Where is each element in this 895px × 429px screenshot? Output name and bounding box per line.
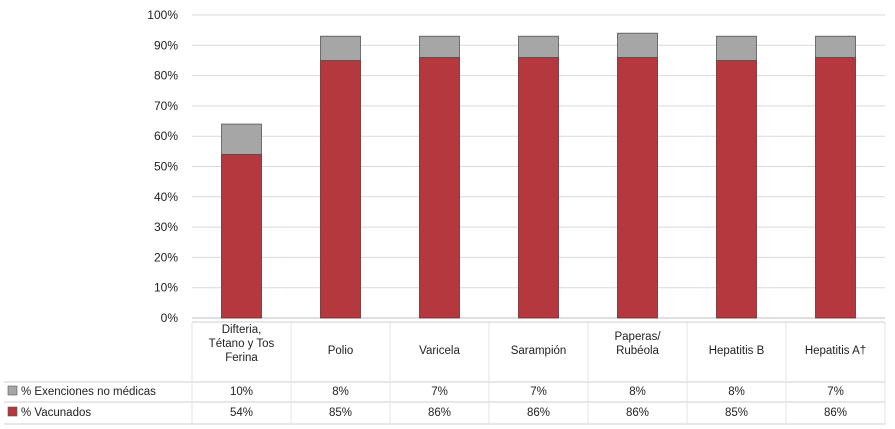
- legend-vacunados-label: % Vacunados: [21, 407, 91, 419]
- table-cell-exenciones: 7%: [530, 386, 547, 398]
- bar-vacunados: [320, 60, 361, 319]
- table-cell-vacunados: 86%: [527, 407, 550, 419]
- table-cell-exenciones: 7%: [827, 386, 844, 398]
- category-label: Paperas/Rubéola: [614, 331, 661, 357]
- table-cell-exenciones: 8%: [629, 386, 646, 398]
- bar-vacunados: [518, 57, 559, 319]
- y-tick-label: 90%: [154, 38, 178, 52]
- category-label: Hepatitis B: [709, 345, 765, 357]
- table-cell-vacunados: 85%: [725, 407, 748, 419]
- y-axis-ticks: 0% 10% 20% 30% 40% 50% 60% 70% 80% 90% 100%: [147, 8, 178, 325]
- bar-exenciones: [320, 35, 361, 61]
- bar-exenciones: [221, 123, 262, 155]
- y-tick-label: 100%: [147, 8, 178, 22]
- legend-exenciones-swatch: [7, 385, 18, 396]
- y-tick-label: 20%: [154, 250, 178, 264]
- data-table: 10% 54% 8% 85% 7% 86% 7% 86% 8% 86% 8% 85% 7% 86% % Ex…: [4, 321, 886, 425]
- y-tick-label: 40%: [154, 190, 178, 204]
- category-label: Varicela: [419, 345, 460, 357]
- bar-exenciones: [419, 35, 460, 58]
- table-cell-vacunados: 86%: [824, 407, 847, 419]
- legend-exenciones-label: % Exenciones no médicas: [21, 386, 156, 398]
- y-tick-label: 0%: [161, 311, 179, 325]
- table-cell-exenciones: 10%: [230, 386, 253, 398]
- bar-exenciones: [815, 35, 856, 58]
- bar-vacunados: [815, 57, 856, 319]
- legend-vacunados-swatch: [7, 406, 18, 417]
- y-tick-label: 60%: [154, 129, 178, 143]
- category-labels: Difteria, Tétano y Tos Ferina Polio Varicela…: [209, 324, 867, 364]
- bar-vacunados: [716, 60, 757, 319]
- table-cell-exenciones: 8%: [332, 386, 349, 398]
- y-tick-label: 10%: [154, 281, 178, 295]
- table-cell-vacunados: 54%: [230, 407, 253, 419]
- bar-exenciones: [716, 35, 757, 61]
- table-cell-vacunados: 86%: [428, 407, 451, 419]
- category-label: Hepatitis A†: [805, 345, 866, 357]
- category-label: Difteria, Tétano y Tos Ferina: [209, 324, 275, 364]
- category-label: Sarampión: [511, 345, 567, 357]
- bar-exenciones: [617, 32, 658, 58]
- y-tick-label: 70%: [154, 99, 178, 113]
- bars: [221, 32, 856, 319]
- category-label: Polio: [328, 345, 354, 357]
- table-cell-exenciones: 8%: [728, 386, 745, 398]
- table-cell-vacunados: 85%: [329, 407, 352, 419]
- bar-vacunados: [221, 153, 262, 319]
- y-tick-label: 50%: [154, 160, 178, 174]
- bar-vacunados: [617, 57, 658, 319]
- y-tick-label: 30%: [154, 220, 178, 234]
- table-cell-vacunados: 86%: [626, 407, 649, 419]
- y-tick-label: 80%: [154, 69, 178, 83]
- bar-exenciones: [518, 35, 559, 58]
- table-cell-exenciones: 7%: [431, 386, 448, 398]
- bar-vacunados: [419, 57, 460, 319]
